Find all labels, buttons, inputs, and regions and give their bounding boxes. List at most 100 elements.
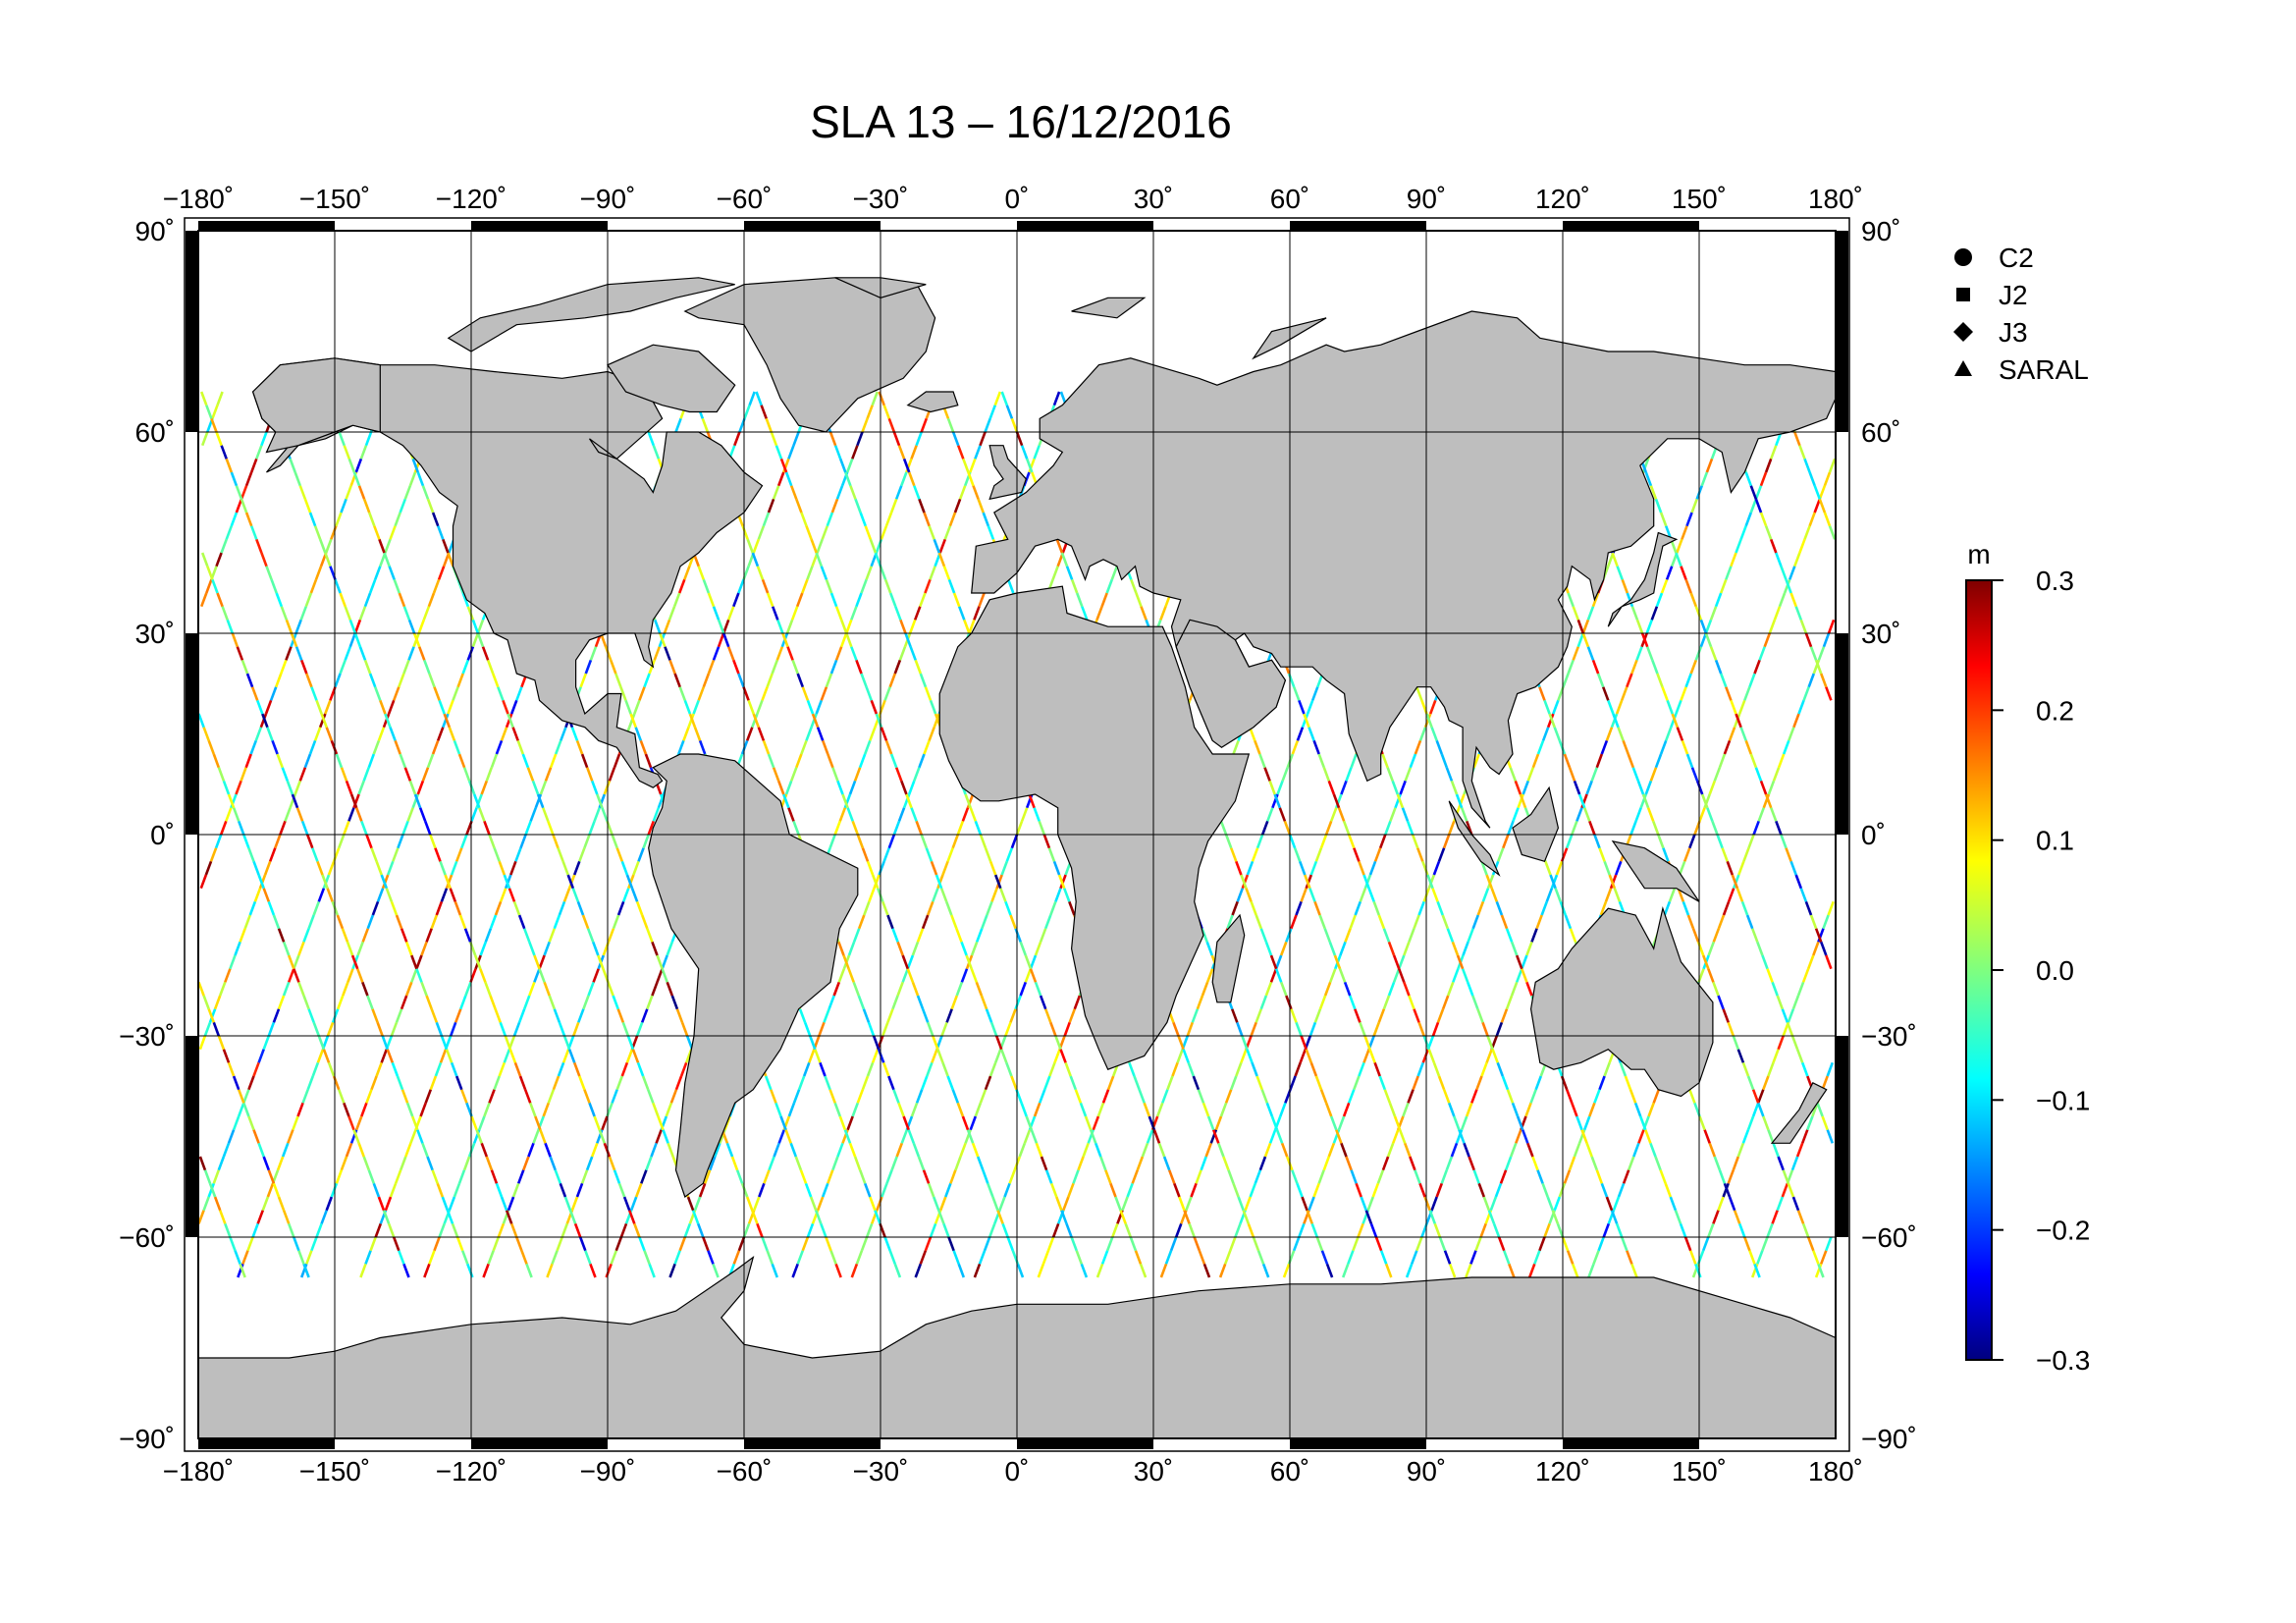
track-segment xyxy=(1244,1196,1252,1212)
track-segment xyxy=(1010,834,1019,849)
track-segment xyxy=(1620,1236,1629,1252)
track-segment xyxy=(1531,753,1540,769)
track-segment xyxy=(1622,739,1629,755)
track-segment xyxy=(614,1236,623,1252)
track-segment xyxy=(581,914,590,930)
track-segment xyxy=(1769,538,1778,554)
track-segment xyxy=(1237,1196,1245,1212)
track-segment xyxy=(1195,1169,1202,1184)
track-segment xyxy=(745,1196,754,1212)
track-segment xyxy=(1521,1129,1529,1144)
track-segment xyxy=(1300,1035,1308,1051)
track-segment xyxy=(214,834,223,849)
track-segment xyxy=(213,995,222,1010)
track-segment xyxy=(1609,874,1618,890)
track-segment xyxy=(792,1089,801,1104)
track-segment xyxy=(1305,1049,1313,1063)
track-segment xyxy=(631,1049,640,1063)
track-segment xyxy=(1809,914,1818,930)
track-segment xyxy=(1822,632,1831,648)
track-segment xyxy=(505,1210,513,1224)
track-segment xyxy=(776,471,785,487)
track-segment xyxy=(1626,673,1633,688)
track-segment xyxy=(707,1250,715,1265)
track-segment xyxy=(343,820,350,836)
track-segment xyxy=(554,1169,562,1184)
track-segment xyxy=(505,713,513,729)
track-segment xyxy=(1604,888,1613,902)
track-segment xyxy=(1740,900,1749,916)
track-segment xyxy=(1005,847,1014,862)
track-segment xyxy=(768,1156,775,1171)
track-segment xyxy=(1825,686,1833,701)
track-segment xyxy=(1647,1102,1655,1117)
track-segment xyxy=(373,686,382,701)
track-segment xyxy=(251,1222,259,1238)
track-segment xyxy=(1350,1169,1358,1184)
track-segment xyxy=(448,1196,456,1212)
track-segment xyxy=(968,619,976,634)
track-segment xyxy=(1354,1008,1362,1023)
track-segment xyxy=(1416,1061,1425,1077)
track-segment xyxy=(1009,1008,1017,1023)
map-area: −180˚ −150˚ −120˚ −90˚ −60˚ −30˚ 0˚ 30˚ 60˚ 90˚ 12… xyxy=(119,184,1917,1487)
track-segment xyxy=(1558,739,1567,755)
track-segment xyxy=(1378,834,1387,849)
track-segment xyxy=(1587,1263,1595,1278)
track-segment xyxy=(222,780,231,795)
track-segment xyxy=(314,566,323,580)
track-segment xyxy=(772,767,780,782)
track-segment xyxy=(337,1089,346,1104)
track-segment xyxy=(1597,1236,1605,1252)
frame-bars xyxy=(186,221,1848,1449)
track-segment xyxy=(266,727,274,741)
track-segment xyxy=(1367,888,1375,902)
track-segment xyxy=(1020,807,1029,822)
track-segment xyxy=(1455,793,1464,809)
track-segment xyxy=(1279,981,1288,997)
track-segment xyxy=(324,552,332,568)
track-segment xyxy=(1705,458,1714,473)
track-segment xyxy=(559,1182,567,1198)
track-segment xyxy=(1722,900,1731,916)
track-segment xyxy=(562,1035,571,1051)
track-segment xyxy=(1162,1156,1171,1171)
colorbar-tick-label: 0.0 xyxy=(2036,955,2074,986)
track-segment xyxy=(873,874,881,890)
track-segment xyxy=(787,807,795,822)
track-segment xyxy=(1545,888,1554,902)
track-segment xyxy=(784,471,793,487)
track-segment xyxy=(1780,834,1788,849)
track-segment xyxy=(1335,1129,1343,1144)
track-segment xyxy=(263,860,272,876)
track-segment xyxy=(1054,888,1062,902)
track-segment xyxy=(1242,1210,1251,1224)
track-segment xyxy=(1070,578,1079,594)
track-segment xyxy=(874,713,881,729)
track-segment xyxy=(1629,820,1637,836)
track-segment xyxy=(910,807,918,822)
track-segment xyxy=(861,1075,870,1091)
track-segment xyxy=(1562,673,1570,688)
track-segment xyxy=(1535,914,1543,930)
track-segment xyxy=(821,1182,829,1198)
land-borneo xyxy=(1512,785,1560,863)
track-segment xyxy=(1352,1236,1360,1252)
track-segment xyxy=(522,995,531,1010)
track-segment xyxy=(1402,1102,1410,1117)
track-segment xyxy=(1565,1089,1574,1104)
track-segment xyxy=(880,727,888,741)
track-segment xyxy=(563,1196,572,1212)
track-segment xyxy=(1260,820,1269,836)
track-segment xyxy=(953,498,962,514)
track-segment xyxy=(504,1035,512,1051)
track-segment xyxy=(1263,1142,1272,1158)
track-segment xyxy=(1138,1089,1146,1104)
track-segment xyxy=(1381,753,1389,769)
track-segment xyxy=(495,739,504,755)
track-segment xyxy=(1298,699,1306,715)
track-segment xyxy=(1383,1089,1392,1104)
track-segment xyxy=(1300,888,1308,902)
track-segment xyxy=(611,834,618,849)
track-segment xyxy=(437,566,446,580)
